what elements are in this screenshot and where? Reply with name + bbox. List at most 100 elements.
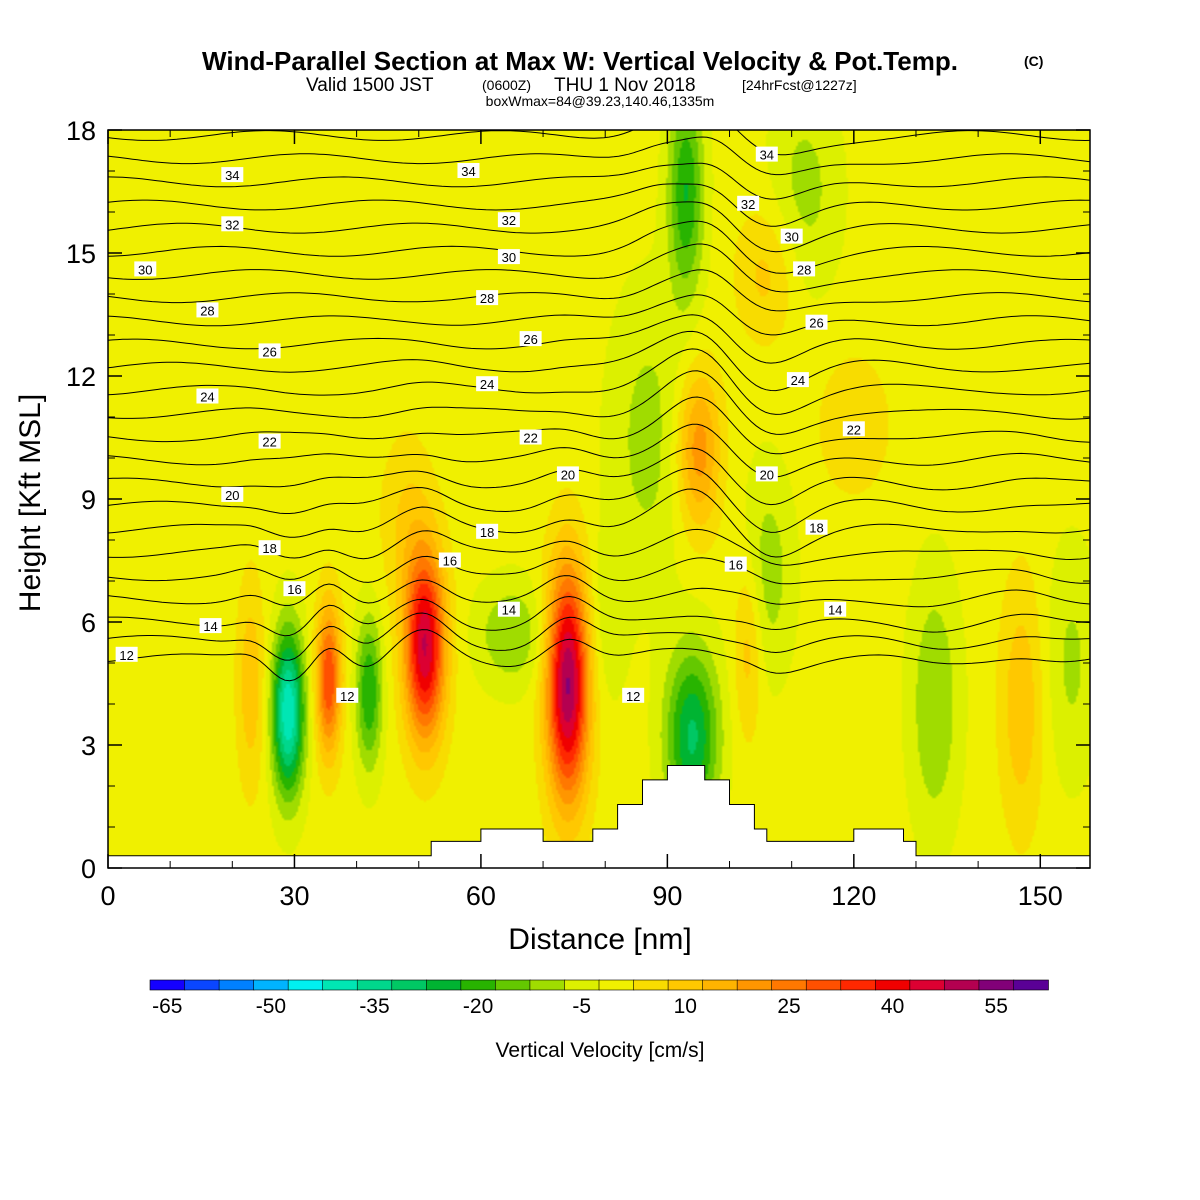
x-tick-label: 120	[831, 881, 876, 911]
contour-label-text: 14	[502, 603, 516, 618]
colorbar-label: Vertical Velocity [cm/s]	[496, 1039, 705, 1062]
colorbar-swatch	[253, 979, 289, 991]
contour-label: 14	[497, 601, 520, 618]
x-tick-label: 30	[279, 881, 309, 911]
isentrope-16	[108, 555, 1090, 585]
contour-labels: 12 14 16 18 20 22 24 26 28 30 32 34 34 32 30 28 26 24 22 20…	[115, 146, 865, 704]
contour-label: 34	[457, 163, 480, 179]
x-tick-label: 60	[466, 881, 496, 911]
chart-title: Wind-Parallel Section at Max W: Vertical…	[202, 46, 958, 76]
contour-label: 30	[780, 228, 803, 245]
contour-label: 18	[805, 519, 828, 536]
colorbar-swatch	[529, 979, 566, 991]
subtitle-date: THU 1 Nov 2018	[554, 75, 696, 96]
isentrope-34	[108, 136, 1090, 176]
colorbar-tick-label: 55	[985, 995, 1008, 1018]
contour-label: 12	[115, 646, 138, 663]
contour-label: 14	[824, 601, 847, 618]
contour-label: 16	[438, 552, 461, 569]
contour-label-text: 32	[502, 213, 516, 228]
contour-label: 26	[258, 343, 281, 359]
colorbar-swatch	[633, 979, 669, 991]
contour-label-text: 18	[480, 525, 494, 540]
colorbar-swatch	[736, 979, 773, 991]
contour-label: 12	[336, 687, 359, 704]
subtitle-utc: (0600Z)	[482, 77, 531, 93]
isentrope-12	[108, 629, 1090, 682]
colorbar-swatch	[805, 979, 842, 991]
colorbar-swatch	[598, 979, 635, 991]
y-tick-label: 0	[81, 854, 96, 884]
isentrope-15	[108, 575, 1090, 608]
y-tick-label: 12	[66, 362, 96, 392]
contour-label: 22	[519, 429, 542, 446]
contour-label-text: 16	[728, 558, 742, 573]
colorbar-swatch	[1013, 979, 1049, 991]
colorbar-swatch	[944, 979, 980, 991]
colorbar-tick-label: -65	[152, 995, 182, 1018]
contour-label-text: 20	[561, 467, 575, 482]
isentrope-21	[108, 423, 1090, 478]
contour-label: 34	[755, 146, 778, 163]
colorbar-swatch	[875, 979, 911, 991]
y-tick-label: 15	[66, 239, 96, 269]
contour-label-text: 12	[119, 648, 133, 663]
isentrope-33	[108, 162, 1090, 200]
isentrope-18	[108, 488, 1090, 558]
isentrope-13	[108, 612, 1090, 661]
colorbar-swatch	[909, 979, 946, 991]
contour-label-text: 24	[200, 390, 214, 405]
isentrope-25	[108, 330, 1090, 392]
contour-label: 32	[221, 216, 244, 232]
contour-label-text: 34	[760, 148, 774, 163]
contour-label-text: 20	[225, 488, 239, 503]
contour-label: 28	[196, 302, 219, 318]
contour-label: 22	[842, 421, 865, 437]
colorbar-tick-label: -35	[359, 995, 389, 1018]
contour-label-text: 30	[784, 230, 798, 245]
contour-label-text: 26	[809, 316, 823, 331]
y-tick-label: 18	[66, 116, 96, 146]
colorbar-swatch	[978, 979, 1015, 991]
x-tick-label: 90	[652, 881, 682, 911]
subtitle-valid: Valid 1500 JST	[306, 75, 434, 96]
contour-label-text: 22	[847, 422, 861, 437]
colorbar-swatch	[702, 979, 738, 991]
contour-label-text: 18	[809, 521, 823, 536]
colorbar-swatch	[564, 979, 600, 991]
contour-label-text: 28	[480, 291, 494, 306]
contour-label-text: 18	[262, 541, 276, 556]
contour-label: 32	[497, 212, 520, 228]
contour-label: 26	[805, 314, 828, 331]
colorbar-swatch	[356, 979, 393, 991]
isentrope-28	[108, 269, 1090, 312]
contour-label-text: 12	[626, 689, 640, 704]
copyright-mark: (C)	[1024, 53, 1043, 69]
contour-label: 34	[221, 167, 244, 183]
contour-label-text: 16	[443, 554, 457, 569]
contour-label-text: 26	[262, 344, 276, 359]
isentrope-20	[108, 447, 1090, 506]
contour-label: 18	[258, 540, 281, 556]
y-tick-label: 9	[81, 485, 96, 515]
subtitle-fcst: [24hrFcst@1227z]	[742, 77, 857, 93]
contour-label-text: 30	[138, 262, 152, 277]
colorbar-swatch	[218, 979, 255, 991]
y-tick-label: 3	[81, 731, 96, 761]
colorbar-swatch	[667, 979, 704, 991]
colorbar-swatch	[495, 979, 531, 991]
contour-label-text: 14	[203, 619, 217, 634]
colorbar-tick-label: -50	[256, 995, 286, 1018]
contour-label: 26	[519, 331, 542, 347]
contour-label-text: 14	[828, 603, 842, 618]
isentrope-31	[108, 201, 1090, 253]
isentrope-14	[108, 595, 1090, 637]
isentrope-23	[108, 370, 1090, 435]
contour-label: 24	[196, 388, 219, 405]
y-axis-label: Height [Kft MSL]	[14, 394, 47, 612]
isentrope-22	[108, 396, 1090, 455]
contour-label: 16	[283, 581, 306, 597]
contour-label-text: 32	[741, 197, 755, 212]
colorbar: -65 -50 -35 -20 -5 10 25 40 55	[149, 979, 1049, 1018]
